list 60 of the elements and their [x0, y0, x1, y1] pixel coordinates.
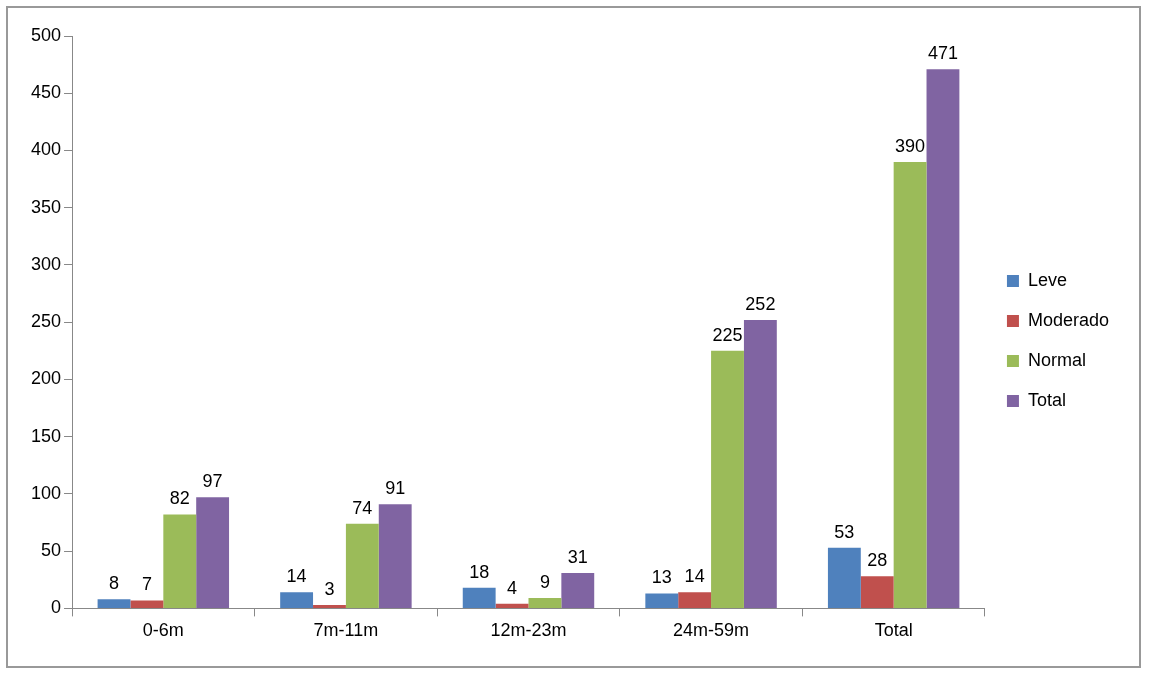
bar: [893, 161, 927, 608]
y-tick-label: 350: [30, 196, 62, 217]
data-label: 3: [324, 578, 335, 599]
y-tick-label: 0: [51, 597, 62, 618]
y-tick-label: 500: [30, 24, 62, 45]
data-label: 74: [352, 497, 373, 518]
bar: [163, 514, 197, 608]
data-label: 97: [202, 471, 223, 492]
bar: [313, 604, 346, 608]
x-tick-label: Total: [874, 620, 913, 641]
bar: [860, 576, 894, 608]
bar: [97, 599, 131, 608]
data-label: 252: [745, 293, 776, 314]
data-label: 4: [507, 577, 518, 598]
x-tick-label: 12m-23m: [490, 620, 567, 641]
bar: [678, 592, 712, 608]
bar: [645, 593, 679, 608]
y-tick-label: 200: [30, 368, 62, 389]
data-label: 14: [286, 566, 307, 587]
y-tick-label: 250: [30, 311, 62, 332]
bar: [926, 69, 960, 608]
x-tick-label: 0-6m: [142, 620, 184, 641]
legend-label: Normal: [1027, 349, 1086, 370]
legend-label: Total: [1027, 389, 1066, 410]
bar: [130, 600, 164, 608]
data-label: 13: [651, 567, 672, 588]
x-tick-label: 24m-59m: [673, 620, 750, 641]
legend-label: Moderado: [1027, 309, 1110, 330]
data-label: 9: [539, 572, 550, 593]
legend-label: Leve: [1027, 269, 1067, 290]
y-tick-label: 400: [30, 139, 62, 160]
bar: [827, 547, 861, 608]
data-label: 14: [684, 566, 705, 587]
y-tick-label: 100: [30, 482, 62, 503]
bar: [462, 587, 496, 608]
bar: [528, 598, 562, 608]
data-label: 471: [927, 43, 958, 64]
bar: [196, 497, 230, 608]
data-label: 7: [141, 574, 152, 595]
bar: [711, 350, 744, 608]
bar: [378, 504, 412, 608]
data-label: 18: [469, 561, 490, 582]
y-tick-label: 150: [30, 425, 62, 446]
y-tick-label: 300: [30, 253, 62, 274]
data-label: 8: [109, 573, 120, 594]
data-label: 82: [169, 488, 190, 509]
x-tick-label: 7m-11m: [313, 620, 379, 641]
y-tick-label: 50: [41, 540, 62, 561]
y-tick-label: 450: [30, 82, 62, 103]
data-label: 28: [867, 550, 888, 571]
bar: [561, 572, 595, 608]
data-label: 225: [712, 324, 743, 345]
bar: [280, 592, 314, 608]
data-label: 91: [385, 478, 406, 499]
bar: [743, 319, 777, 608]
data-label: 390: [895, 135, 926, 156]
bar: [495, 603, 529, 608]
data-label: 53: [834, 521, 855, 542]
data-label: 31: [567, 546, 588, 567]
bar: [345, 523, 379, 608]
